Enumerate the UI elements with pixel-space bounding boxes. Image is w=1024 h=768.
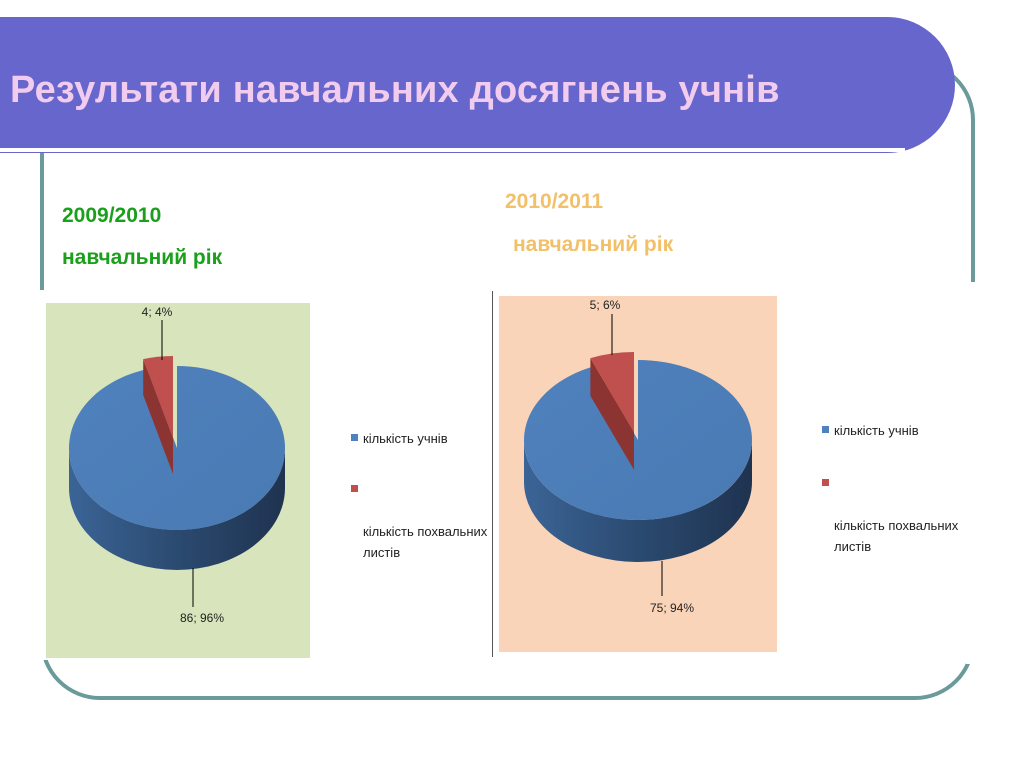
frame-gap-right (966, 282, 980, 664)
chart2-legend-item-letters: кількість похвальних листів (822, 473, 958, 557)
chart1-legend-label-students: кількість учнів (363, 431, 448, 446)
chart1-slice-students (68, 366, 285, 530)
legend-swatch-blue (822, 426, 829, 433)
title-underline (0, 148, 905, 152)
chart1-legend-item-letters: кількість похвальних листів (351, 479, 487, 563)
chart1-legend-label-letters: кількість похвальних листів (363, 524, 488, 560)
chart2-slice-letters-side (590, 358, 634, 470)
chart2-legend-label-students: кількість учнів (834, 423, 919, 438)
legend-swatch-blue (351, 434, 358, 441)
chart1-slice-students-side (69, 448, 285, 570)
chart-divider (492, 291, 493, 657)
chart2-legend-label-letters: кількість похвальних листів (834, 518, 959, 554)
year2-subheading: навчальний рік (513, 233, 674, 256)
chart1-slice-letters-side (143, 359, 173, 474)
chart2-pie: 5; 6% 75; 94% (524, 298, 752, 615)
chart2-letters-data-label: 5; 6% (590, 298, 621, 312)
slide-title: Результати навчальних досягнень учнів (10, 69, 780, 111)
legend-swatch-red (822, 479, 829, 486)
chart1-legend-item-students: кількість учнів (351, 428, 487, 449)
frame-gap-left (36, 290, 48, 660)
chart2-students-data-label: 75; 94% (650, 601, 694, 615)
chart2-legend-item-students: кількість учнів (822, 420, 958, 441)
chart1-students-data-label: 86; 96% (180, 611, 224, 625)
chart1-legend: кількість учнів кількість похвальних лис… (351, 428, 487, 563)
chart2-slice-students-side (524, 440, 752, 562)
chart1-pie: 4; 4% 86; 96% (68, 305, 285, 625)
year1-subheading: навчальний рік (62, 246, 223, 269)
legend-swatch-red (351, 485, 358, 492)
title-bar: Результати навчальних досягнень учнів (0, 17, 955, 153)
chart2-slice-students (524, 360, 752, 520)
chart1-slice-letters (143, 356, 173, 438)
year1-heading: 2009/2010 (62, 204, 162, 227)
chart1-letters-data-label: 4; 4% (142, 305, 173, 319)
chart2-slice-letters (590, 352, 634, 432)
year2-heading: 2010/2011 (505, 190, 604, 213)
chart2-legend: кількість учнів кількість похвальних лис… (822, 420, 958, 557)
